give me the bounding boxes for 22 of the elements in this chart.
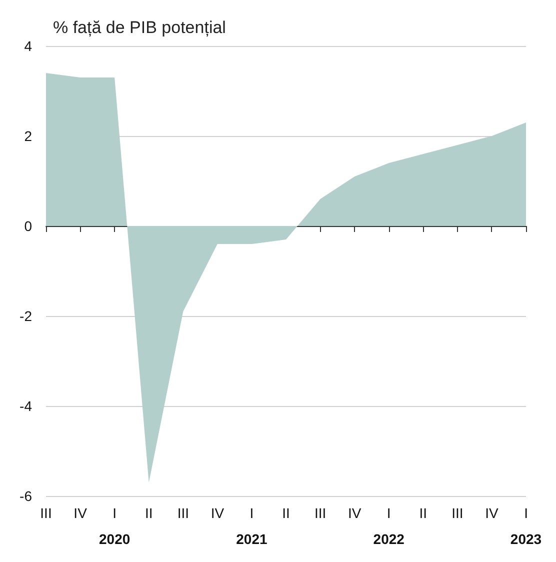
y-tick-label: 0 bbox=[24, 218, 32, 234]
x-tick-label: IV bbox=[348, 505, 362, 521]
x-tick-label: II bbox=[282, 505, 290, 521]
x-tick-label: III bbox=[452, 505, 464, 521]
x-tick-label: IV bbox=[485, 505, 499, 521]
x-tick-label: I 2022 bbox=[373, 505, 405, 547]
x-tick-label: IV bbox=[210, 505, 225, 521]
x-tick-label: III bbox=[177, 505, 189, 521]
y-tick-label: 2 bbox=[24, 128, 32, 144]
x-tick-label: II bbox=[144, 505, 153, 521]
x-tick-label: III bbox=[314, 505, 326, 521]
x-tick-label: I 2021 bbox=[236, 505, 268, 547]
x-tick-label: I 2020 bbox=[98, 505, 130, 547]
x-tick-label: II bbox=[419, 505, 428, 521]
x-tick-label: IV bbox=[74, 505, 88, 521]
y-tick-label: -2 bbox=[20, 308, 32, 324]
y-axis-title: % față de PIB potențial bbox=[53, 18, 226, 37]
y-tick-label: -4 bbox=[20, 398, 32, 414]
y-tick-label: 4 bbox=[24, 38, 32, 54]
y-tick-label: -6 bbox=[20, 488, 32, 504]
x-tick-label: III bbox=[40, 505, 52, 521]
x-tick-label: I 2023 bbox=[510, 505, 542, 547]
